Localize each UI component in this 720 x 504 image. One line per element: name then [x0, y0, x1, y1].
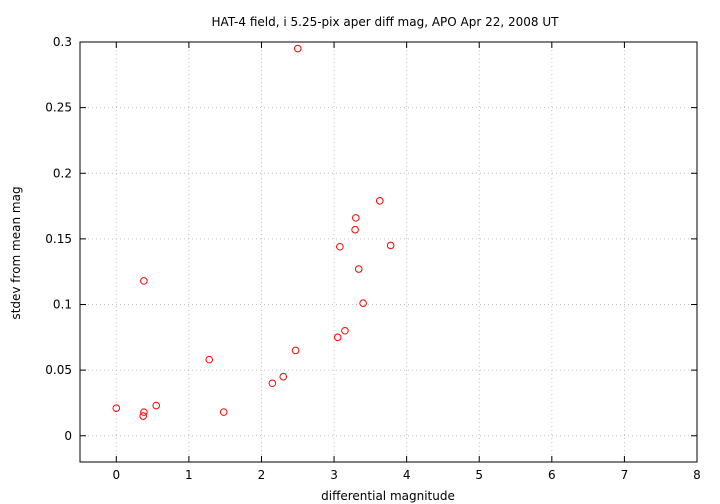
- data-point: [140, 277, 148, 285]
- x-tick-label: 3: [330, 468, 338, 482]
- y-tick-label: 0: [64, 429, 72, 443]
- x-tick-label: 4: [403, 468, 411, 482]
- data-point: [293, 44, 302, 53]
- data-point: [205, 355, 214, 364]
- data-point: [152, 401, 161, 410]
- x-tick-labels: 0 1 2 3 4 5 6 7 8: [112, 468, 700, 482]
- data-point: [375, 197, 384, 205]
- data-point: [112, 404, 121, 412]
- x-axis-label: differential magnitude: [321, 489, 455, 503]
- chart-title: HAT-4 field, i 5.25-pix aper diff mag, A…: [212, 15, 560, 29]
- data-point: [279, 372, 288, 381]
- grid: [80, 41, 698, 462]
- data-point: [341, 326, 349, 335]
- x-tick-label: 2: [258, 468, 266, 482]
- x-tick-label: 8: [693, 468, 701, 482]
- data-point: [268, 379, 277, 388]
- y-axis-label: stdev from mean mag: [9, 186, 23, 319]
- plot-frame: [79, 41, 698, 463]
- data-point: [359, 299, 367, 307]
- y-tick-label: 0.3: [53, 35, 72, 49]
- y-tick-label: 0.15: [45, 232, 72, 246]
- y-tick-label: 0.25: [45, 101, 72, 115]
- data-point: [354, 265, 363, 273]
- x-tick-label: 6: [548, 468, 556, 482]
- axis-ticks: [80, 41, 698, 462]
- y-tick-labels: 0 0.05 0.1 0.15 0.2 0.25 0.3: [45, 35, 72, 443]
- data-point: [352, 214, 360, 222]
- y-tick-label: 0.05: [45, 363, 72, 377]
- x-tick-label: 0: [112, 468, 120, 482]
- y-tick-label: 0.2: [53, 166, 72, 180]
- data-point: [333, 333, 342, 342]
- x-tick-label: 5: [475, 468, 483, 482]
- data-point: [140, 408, 148, 416]
- data-point: [219, 408, 228, 416]
- data-point: [139, 412, 147, 420]
- data-point: [336, 242, 344, 251]
- x-tick-label: 1: [185, 468, 193, 482]
- data-point: [351, 225, 359, 234]
- data-point: [386, 241, 395, 250]
- y-tick-label: 0.1: [53, 298, 72, 312]
- data-points: [112, 44, 395, 420]
- x-tick-label: 7: [621, 468, 629, 482]
- data-point: [291, 346, 300, 355]
